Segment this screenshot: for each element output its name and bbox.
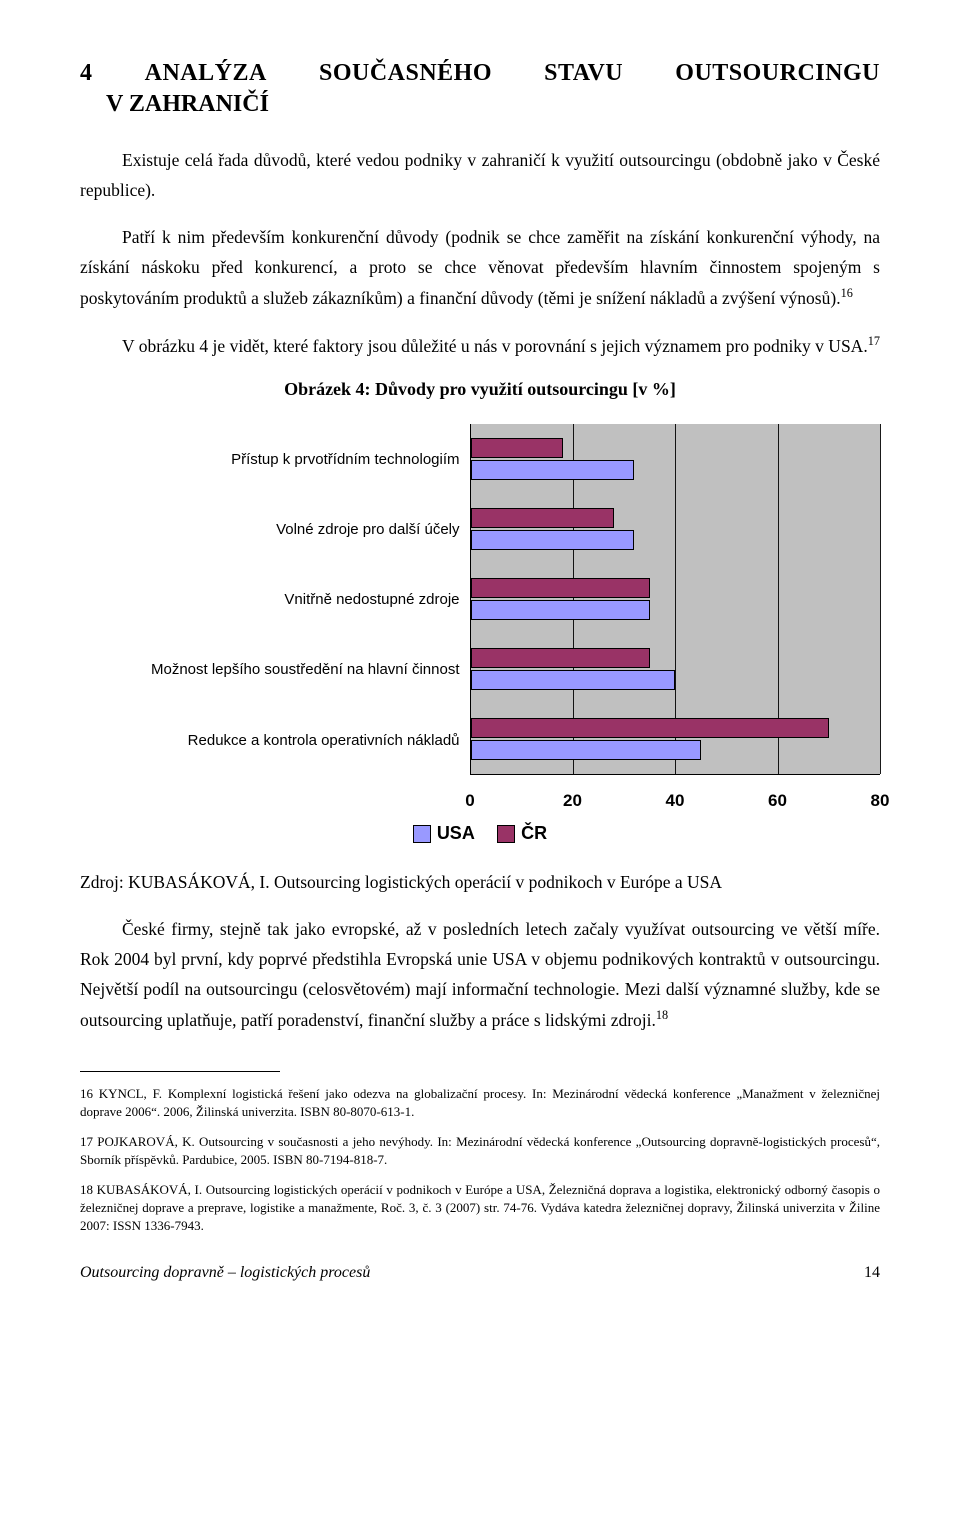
chart-bar-group	[471, 424, 880, 494]
chart-gridline	[880, 424, 881, 774]
chart-x-tick: 40	[666, 791, 685, 811]
chart-plot-area	[470, 424, 880, 775]
chart-bar-cr	[471, 718, 829, 738]
chart-x-tick: 80	[871, 791, 890, 811]
chart-x-tick: 0	[465, 791, 474, 811]
chart-bar-group	[471, 564, 880, 634]
chart-caption: Obrázek 4: Důvody pro využití outsourcin…	[80, 379, 880, 400]
chart-x-axis: 020406080	[470, 785, 880, 813]
footnote-16: 16 KYNCL, F. Komplexní logistická řešení…	[80, 1085, 880, 1120]
heading-word: OUTSOURCINGU	[675, 60, 880, 87]
chart-legend: USA ČR	[80, 823, 880, 844]
chart-bar-group	[471, 634, 880, 704]
chart-x-tick: 20	[563, 791, 582, 811]
chart-bar-cr	[471, 578, 650, 598]
heading-word: SOUČASNÉHO	[319, 60, 492, 87]
footnote-ref-18: 18	[656, 1008, 668, 1022]
paragraph-1: Existuje celá řada důvodů, které vedou p…	[80, 146, 880, 206]
chart-bar-usa	[471, 670, 676, 690]
chart-bar-cr	[471, 648, 650, 668]
source-line: Zdroj: KUBASÁKOVÁ, I. Outsourcing logist…	[80, 868, 880, 898]
chart-category-label: Přístup k prvotřídním technologiím	[80, 424, 470, 494]
section-heading-line1: 4 ANALÝZA SOUČASNÉHO STAVU OUTSOURCINGU	[80, 60, 880, 87]
heading-word: ANALÝZA	[145, 60, 267, 87]
paragraph-4: České firmy, stejně tak jako evropské, a…	[80, 915, 880, 1035]
chart-x-tick: 60	[768, 791, 787, 811]
chart-category-label: Redukce a kontrola operativních nákladů	[80, 705, 470, 775]
section-heading-line2: V ZAHRANIČÍ	[106, 91, 880, 118]
heading-number: 4	[80, 60, 93, 87]
chart-y-labels: Přístup k prvotřídním technologiím Volné…	[80, 424, 470, 775]
chart-bar-cr	[471, 438, 563, 458]
chart-bar-usa	[471, 460, 635, 480]
page-number: 14	[864, 1264, 880, 1282]
footnote-ref-17: 17	[868, 334, 880, 348]
legend-swatch-usa	[413, 825, 431, 843]
chart-bar-usa	[471, 530, 635, 550]
chart-bar-group	[471, 704, 880, 774]
paragraph-3-text: V obrázku 4 je vidět, které faktory jsou…	[122, 335, 868, 355]
footer-title: Outsourcing dopravně – logistických proc…	[80, 1264, 370, 1282]
footnote-ref-16: 16	[841, 286, 853, 300]
chart-category-label: Vnitřně nedostupné zdroje	[80, 565, 470, 635]
legend-swatch-cr	[497, 825, 515, 843]
paragraph-2: Patří k nim především konkurenční důvody…	[80, 223, 880, 313]
heading-word: STAVU	[544, 60, 623, 87]
paragraph-4-text: České firmy, stejně tak jako evropské, a…	[80, 919, 880, 1029]
chart-bar-cr	[471, 508, 614, 528]
footnote-separator	[80, 1071, 280, 1072]
chart-category-label: Volné zdroje pro další účely	[80, 494, 470, 564]
paragraph-3: V obrázku 4 je vidět, které faktory jsou…	[80, 331, 880, 362]
legend-label-usa: USA	[437, 823, 474, 843]
document-page: 4 ANALÝZA SOUČASNÉHO STAVU OUTSOURCINGU …	[0, 0, 960, 1322]
chart-bar-usa	[471, 740, 701, 760]
footnote-18: 18 KUBASÁKOVÁ, I. Outsourcing logistický…	[80, 1181, 880, 1234]
legend-label-cr: ČR	[521, 823, 547, 843]
footnote-17: 17 POJKAROVÁ, K. Outsourcing v současnos…	[80, 1133, 880, 1168]
page-footer: Outsourcing dopravně – logistických proc…	[80, 1264, 880, 1282]
chart-bar-usa	[471, 600, 650, 620]
chart-category-label: Možnost lepšího soustředění na hlavní či…	[80, 635, 470, 705]
paragraph-1-text: Existuje celá řada důvodů, které vedou p…	[80, 150, 880, 200]
bar-chart: Přístup k prvotřídním technologiím Volné…	[80, 424, 880, 775]
chart-bar-group	[471, 494, 880, 564]
paragraph-2-text: Patří k nim především konkurenční důvody…	[80, 227, 880, 307]
